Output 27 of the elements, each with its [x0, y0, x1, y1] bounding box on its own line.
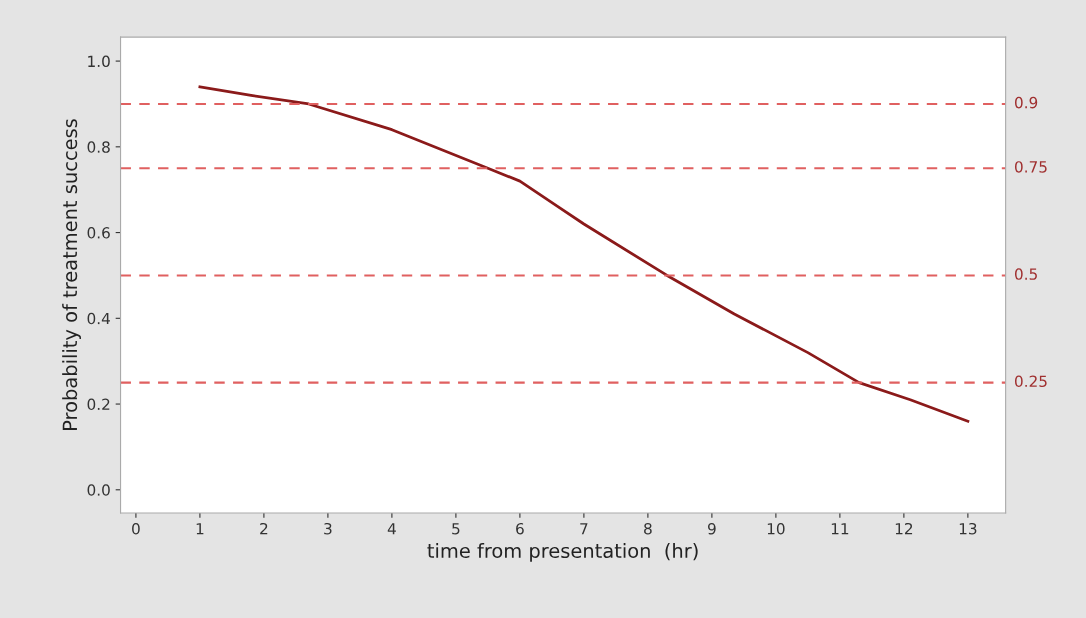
- x-tick-label: 11: [831, 523, 849, 535]
- x-tick-label: 2: [260, 522, 268, 535]
- y-tick-label: 1.0: [88, 55, 110, 68]
- x-tick-label: 0: [132, 522, 140, 535]
- y-tick-label: 0.8: [87, 141, 110, 153]
- y-tick-label: 0.2: [87, 398, 110, 411]
- x-tick-label: 9: [707, 522, 716, 535]
- x-tick-label: 13: [959, 522, 977, 535]
- y-tick-label: 0.0: [87, 484, 110, 496]
- y-tick-label: 0.4: [87, 312, 110, 325]
- ref-line-label: 0.25: [1014, 375, 1047, 388]
- ref-line-label: 0.75: [1014, 161, 1047, 173]
- x-axis-title: time from presentation (hr): [427, 543, 698, 562]
- x-tick-label: 12: [895, 522, 913, 535]
- ref-line-label: 0.9: [1014, 96, 1038, 109]
- x-tick-label: 7: [580, 523, 588, 535]
- line-series: [198, 85, 970, 423]
- x-tick-label: 8: [644, 522, 652, 535]
- x-tick-label: 1: [196, 523, 204, 535]
- x-tick-label: 10: [767, 522, 785, 535]
- x-tick-label: 3: [324, 522, 332, 535]
- ref-line-label: 0.5: [1014, 268, 1037, 280]
- y-axis-title: Probability of treatment success: [62, 119, 81, 430]
- x-tick-label: 5: [452, 523, 460, 535]
- x-tick-label: 4: [387, 523, 396, 535]
- y-tick-label: 0.6: [87, 227, 110, 239]
- x-tick-label: 6: [516, 522, 524, 535]
